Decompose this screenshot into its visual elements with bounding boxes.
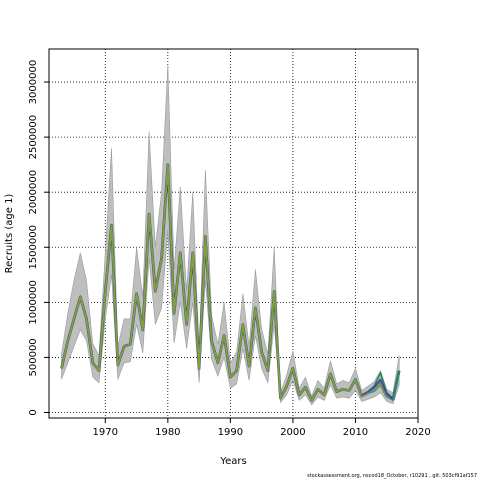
- footer-credit: stockassessment.org, nscod18_October, r1…: [307, 473, 477, 479]
- y-tick-label: 1000000: [28, 280, 39, 325]
- y-tick-label: 2000000: [28, 170, 39, 215]
- main-series-line: [60, 163, 401, 402]
- y-tick-label: 0: [28, 409, 39, 415]
- y-tick-label: 500000: [28, 338, 39, 376]
- y-tick-label: 3000000: [28, 60, 39, 105]
- x-axis-label: Years: [219, 456, 246, 467]
- x-tick-label: 1980: [155, 427, 180, 438]
- x-tick-label: 2000: [280, 427, 305, 438]
- y-tick-label: 1500000: [28, 225, 39, 270]
- confidence-band: [61, 65, 400, 406]
- y-axis-label: Recruits (age 1): [4, 194, 15, 274]
- axes: 1970 1980 1990 2000 2010 2020 0 500000 1000000 15…: [28, 60, 431, 438]
- x-tick-label: 2020: [405, 427, 430, 438]
- x-tick-label: 2010: [343, 427, 368, 438]
- series-lines: [60, 163, 401, 402]
- x-tick-label: 1970: [93, 427, 118, 438]
- plot-frame: [48, 48, 419, 419]
- retro-series-line: [361, 378, 394, 400]
- x-tick-label: 1990: [218, 427, 243, 438]
- confidence-band-area: [61, 65, 400, 406]
- y-tick-label: 2500000: [28, 115, 39, 160]
